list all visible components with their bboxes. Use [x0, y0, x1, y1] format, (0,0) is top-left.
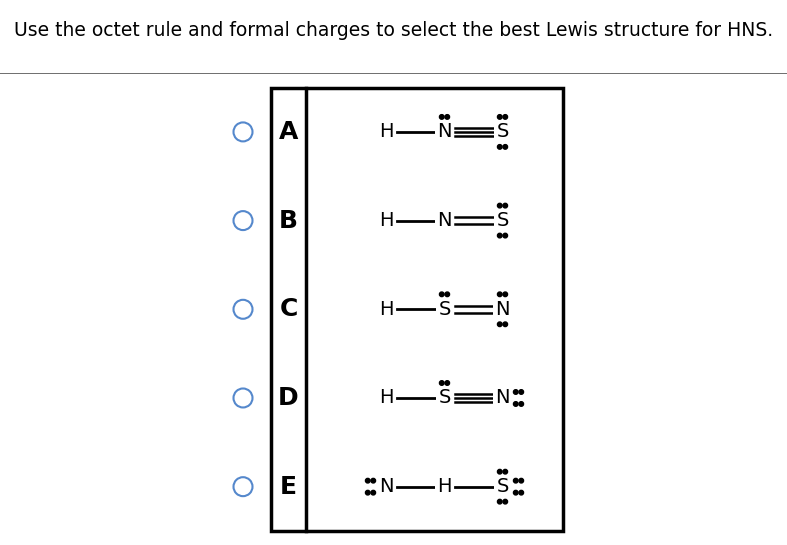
Circle shape	[497, 499, 502, 504]
Circle shape	[371, 490, 375, 495]
Text: N: N	[495, 389, 510, 408]
Circle shape	[519, 490, 523, 495]
Text: H: H	[379, 211, 394, 230]
Circle shape	[503, 203, 508, 208]
Circle shape	[503, 322, 508, 326]
Circle shape	[497, 144, 502, 149]
Text: N: N	[438, 123, 452, 141]
Circle shape	[513, 490, 518, 495]
Circle shape	[503, 114, 508, 119]
Circle shape	[503, 292, 508, 296]
Text: H: H	[379, 300, 394, 319]
Text: H: H	[379, 389, 394, 408]
Circle shape	[503, 499, 508, 504]
Text: H: H	[438, 477, 452, 496]
Bar	[271, 88, 563, 531]
Circle shape	[497, 469, 502, 474]
Text: S: S	[438, 300, 451, 319]
Text: Use the octet rule and formal charges to select the best Lewis structure for HNS: Use the octet rule and formal charges to…	[14, 21, 774, 40]
Text: S: S	[497, 477, 508, 496]
Circle shape	[513, 479, 518, 483]
Text: B: B	[279, 209, 298, 233]
Text: D: D	[278, 386, 299, 410]
Circle shape	[513, 390, 518, 394]
Text: E: E	[280, 475, 297, 499]
Circle shape	[445, 292, 449, 296]
Circle shape	[439, 292, 444, 296]
Circle shape	[497, 203, 502, 208]
Circle shape	[519, 402, 523, 406]
Circle shape	[513, 402, 518, 406]
Circle shape	[445, 381, 449, 385]
Circle shape	[519, 479, 523, 483]
Text: N: N	[495, 300, 510, 319]
Text: N: N	[379, 477, 394, 496]
Circle shape	[371, 479, 375, 483]
Circle shape	[503, 469, 508, 474]
Circle shape	[365, 479, 370, 483]
Circle shape	[519, 390, 523, 394]
Circle shape	[439, 381, 444, 385]
Circle shape	[497, 322, 502, 326]
Circle shape	[497, 233, 502, 238]
Text: C: C	[279, 297, 297, 322]
Circle shape	[365, 490, 370, 495]
Circle shape	[503, 144, 508, 149]
Circle shape	[439, 114, 444, 119]
Circle shape	[497, 114, 502, 119]
Circle shape	[445, 114, 449, 119]
Text: N: N	[438, 211, 452, 230]
Text: S: S	[438, 389, 451, 408]
Text: H: H	[379, 123, 394, 141]
Text: S: S	[497, 123, 508, 141]
Circle shape	[503, 233, 508, 238]
Text: A: A	[279, 120, 298, 144]
Text: S: S	[497, 211, 508, 230]
Circle shape	[497, 292, 502, 296]
